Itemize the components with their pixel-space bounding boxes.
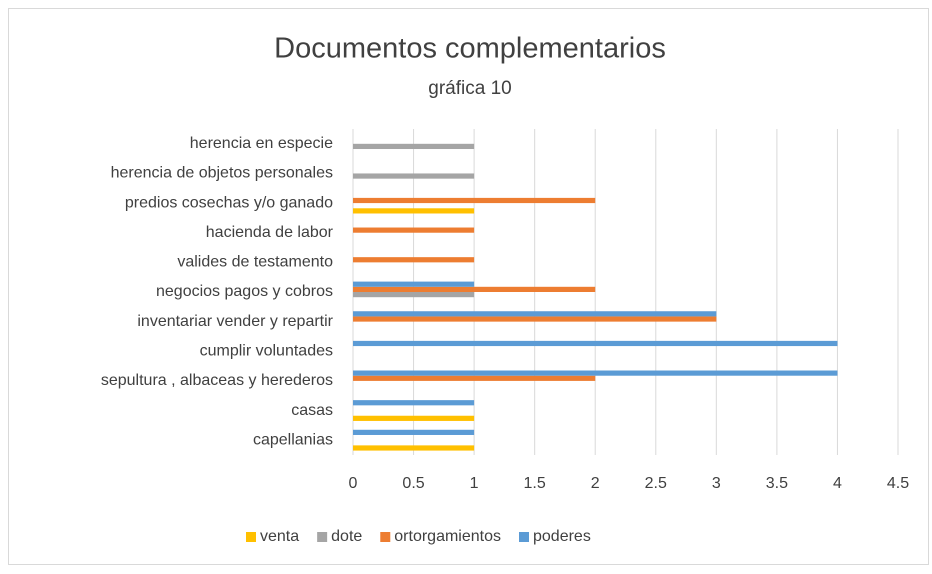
y-tick-label: herencia de objetos personales — [111, 165, 333, 182]
y-tick-label: valides de testamento — [177, 254, 333, 271]
bar — [353, 415, 475, 421]
chart-title: Documentos complementarios — [274, 33, 666, 65]
legend-swatch — [380, 532, 391, 542]
x-tick-label: 0 — [349, 475, 358, 492]
bar — [353, 340, 838, 347]
bar — [353, 286, 596, 292]
legend-label: ortorgamientos — [394, 528, 501, 545]
x-tick-label: 4 — [833, 475, 842, 492]
y-tick-label: casas — [291, 402, 333, 419]
y-tick-label: inventariar vender y repartir — [137, 313, 333, 330]
bar — [353, 257, 475, 263]
bar — [353, 173, 475, 179]
bar — [353, 370, 838, 376]
bar — [353, 143, 475, 150]
bar — [353, 445, 475, 451]
chart-subtitle: gráfica 10 — [428, 78, 511, 99]
x-tick-label: 4.5 — [887, 475, 909, 492]
y-tick-label: predios cosechas y/o ganado — [125, 194, 333, 211]
x-tick-label: 2.5 — [645, 475, 667, 492]
bar — [353, 208, 475, 214]
x-tick-label: 1 — [470, 475, 479, 492]
x-tick-label: 2 — [591, 475, 600, 492]
bar — [353, 281, 475, 287]
legend-swatch — [246, 532, 256, 542]
y-tick-label: capellanias — [253, 431, 333, 448]
x-tick-label: 1.5 — [524, 475, 546, 492]
legend-label: venta — [260, 528, 299, 545]
bar — [353, 400, 475, 406]
y-tick-label: hacienda de labor — [206, 224, 334, 241]
bar — [353, 311, 717, 317]
bar — [353, 375, 596, 381]
y-tick-label: cumplir voluntades — [200, 342, 333, 359]
bar — [353, 227, 475, 233]
bar — [353, 429, 475, 435]
bar — [353, 316, 717, 322]
x-tick-label: 0.5 — [402, 475, 424, 492]
legend-label: poderes — [533, 528, 591, 545]
y-tick-label: negocios pagos y cobros — [156, 283, 333, 300]
y-tick-label: herencia en especie — [190, 135, 333, 152]
legend-label: dote — [331, 528, 362, 545]
y-tick-label: sepultura , albaceas y herederos — [101, 372, 333, 389]
bar — [353, 292, 475, 298]
legend-swatch — [519, 532, 529, 542]
bar — [353, 197, 596, 204]
x-tick-label: 3.5 — [766, 475, 788, 492]
legend-swatch — [317, 532, 328, 542]
x-tick-label: 3 — [712, 475, 721, 492]
